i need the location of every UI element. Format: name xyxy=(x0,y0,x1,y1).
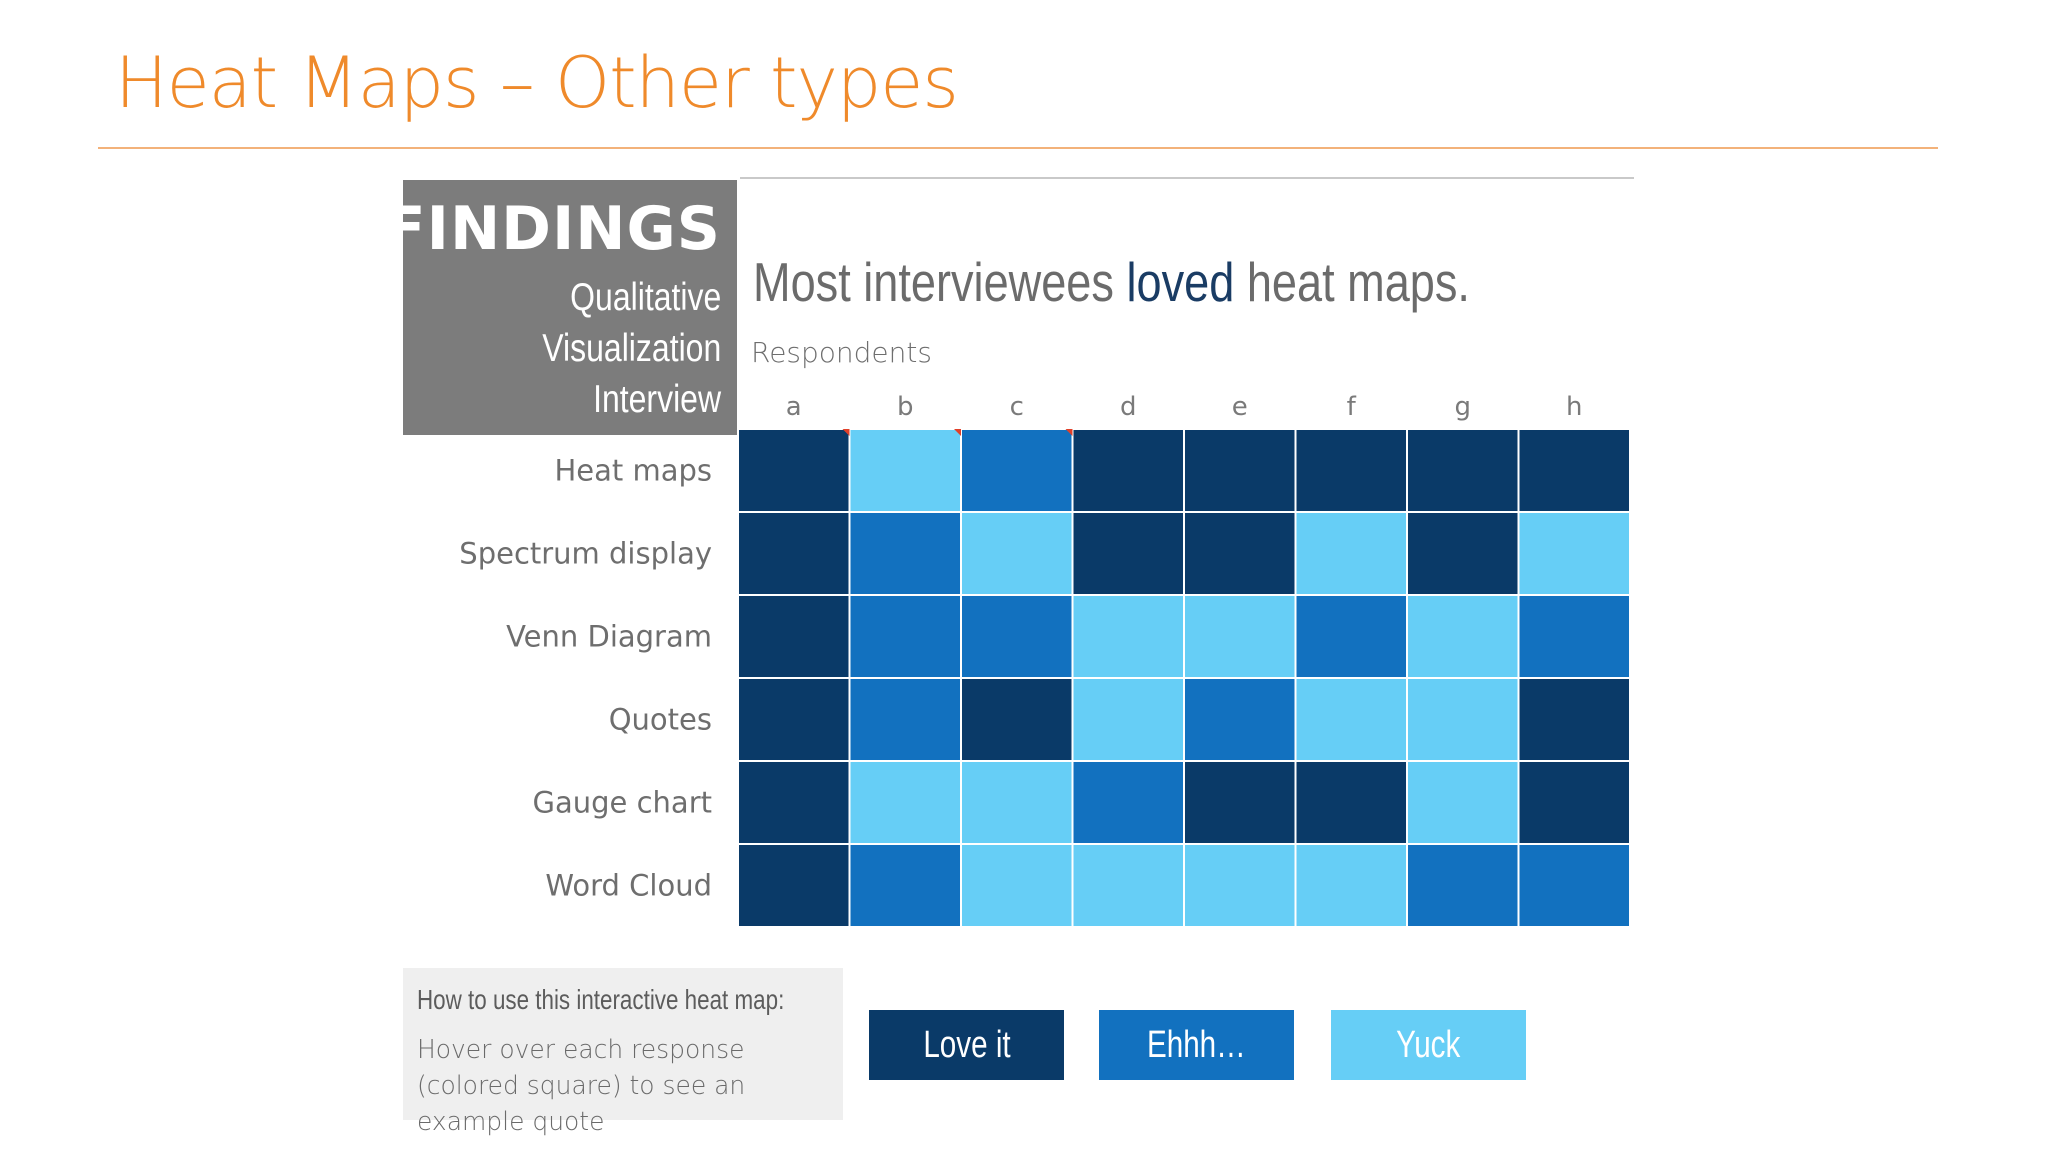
corner-marker xyxy=(842,429,850,436)
findings-panel: FINDINGS Qualitative Visualization Inter… xyxy=(385,180,737,435)
legend-yuck-button[interactable]: Yuck xyxy=(1331,1010,1526,1080)
heatmap-cell-quotes-g[interactable] xyxy=(1408,679,1518,760)
findings-title: FINDINGS xyxy=(384,194,721,264)
heatmap-cell-quotes-c[interactable] xyxy=(962,679,1072,760)
x-tick-b: b xyxy=(897,392,914,422)
heatmap-cell-venn-diagram-f[interactable] xyxy=(1296,596,1407,677)
x-tick-f: f xyxy=(1347,392,1357,422)
heatmap-cell-heat-maps-g[interactable] xyxy=(1408,430,1518,511)
heatmap-cell-gauge-chart-h[interactable] xyxy=(1519,762,1630,843)
heatmap-cell-heat-maps-a[interactable] xyxy=(739,430,849,511)
y-tick-word-cloud: Word Cloud xyxy=(545,869,712,903)
heatmap-cell-heat-maps-b[interactable] xyxy=(850,430,961,511)
heatmap-cell-word-cloud-a[interactable] xyxy=(739,845,849,926)
heatmap-cell-word-cloud-d[interactable] xyxy=(1073,845,1184,926)
heatmap-cell-heat-maps-e[interactable] xyxy=(1185,430,1295,511)
instructions-heading: How to use this interactive heat map: xyxy=(417,984,785,1015)
heading-prefix: Most interviewees xyxy=(753,251,1127,313)
y-tick-spectrum-display: Spectrum display xyxy=(459,537,712,571)
legend-ehhh-button[interactable]: Ehhh… xyxy=(1099,1010,1294,1080)
heatmap-cell-gauge-chart-e[interactable] xyxy=(1185,762,1295,843)
heatmap-cell-spectrum-display-e[interactable] xyxy=(1185,513,1295,594)
slide-title: Heat Maps – Other types xyxy=(115,42,959,124)
heading-suffix: heat maps. xyxy=(1234,251,1470,313)
heatmap-cell-venn-diagram-c[interactable] xyxy=(962,596,1072,677)
x-tick-a: a xyxy=(786,392,802,422)
heatmap-cell-heat-maps-d[interactable] xyxy=(1073,430,1184,511)
heatmap-cell-venn-diagram-e[interactable] xyxy=(1185,596,1295,677)
heading-emphasis: loved xyxy=(1126,251,1235,313)
heatmap-cell-gauge-chart-d[interactable] xyxy=(1073,762,1184,843)
legend-ehhh-label: Ehhh… xyxy=(1147,1023,1246,1066)
heatmap-cell-gauge-chart-f[interactable] xyxy=(1296,762,1407,843)
legend-yuck-label: Yuck xyxy=(1396,1023,1461,1066)
legend-love-it-label: Love it xyxy=(922,1023,1011,1066)
heatmap-cell-heat-maps-f[interactable] xyxy=(1296,430,1407,511)
heatmap-cell-word-cloud-g[interactable] xyxy=(1408,845,1518,926)
heatmap-cell-venn-diagram-a[interactable] xyxy=(739,596,849,677)
heatmap-cell-spectrum-display-g[interactable] xyxy=(1408,513,1518,594)
heatmap-cell-venn-diagram-b[interactable] xyxy=(850,596,961,677)
heatmap-cell-spectrum-display-h[interactable] xyxy=(1519,513,1630,594)
heatmap-cell-quotes-f[interactable] xyxy=(1296,679,1407,760)
x-axis-label: Respondents xyxy=(751,336,932,369)
findings-subtitle-line-3: Interview xyxy=(593,378,721,421)
legend-love-it-button[interactable]: Love it xyxy=(869,1010,1064,1080)
heatmap-cell-word-cloud-b[interactable] xyxy=(850,845,961,926)
corner-marker xyxy=(1065,429,1073,436)
findings-subtitle-line-2: Visualization xyxy=(542,327,721,370)
heatmap-cell-word-cloud-e[interactable] xyxy=(1185,845,1295,926)
heatmap-cell-gauge-chart-a[interactable] xyxy=(739,762,849,843)
heatmap-cell-word-cloud-f[interactable] xyxy=(1296,845,1407,926)
heatmap-cell-gauge-chart-g[interactable] xyxy=(1408,762,1518,843)
chart-top-rule xyxy=(740,177,1634,179)
heatmap-cell-heat-maps-h[interactable] xyxy=(1519,430,1630,511)
y-tick-gauge-chart: Gauge chart xyxy=(533,786,712,820)
heatmap-cell-spectrum-display-a[interactable] xyxy=(739,513,849,594)
x-tick-c: c xyxy=(1010,392,1024,422)
x-tick-h: h xyxy=(1566,392,1582,422)
heatmap-cell-venn-diagram-d[interactable] xyxy=(1073,596,1184,677)
heatmap-cell-gauge-chart-c[interactable] xyxy=(962,762,1072,843)
heatmap-cell-venn-diagram-g[interactable] xyxy=(1408,596,1518,677)
instructions-text: Hover over each response (colored square… xyxy=(417,1035,746,1137)
x-tick-g: g xyxy=(1454,392,1471,422)
heatmap-cell-spectrum-display-f[interactable] xyxy=(1296,513,1407,594)
y-tick-venn-diagram: Venn Diagram xyxy=(506,620,712,654)
y-tick-quotes: Quotes xyxy=(609,703,712,737)
heatmap-cell-spectrum-display-d[interactable] xyxy=(1073,513,1184,594)
corner-marker xyxy=(954,429,961,436)
heatmap-cell-spectrum-display-c[interactable] xyxy=(962,513,1072,594)
heatmap-cell-quotes-a[interactable] xyxy=(739,679,849,760)
instructions-panel: How to use this interactive heat map: Ho… xyxy=(403,968,843,1137)
heatmap-cell-quotes-e[interactable] xyxy=(1185,679,1295,760)
title-divider xyxy=(98,147,1938,149)
heatmap-cell-spectrum-display-b[interactable] xyxy=(850,513,961,594)
chart-heading: Most interviewees loved heat maps. xyxy=(753,250,1470,314)
heatmap-cell-venn-diagram-h[interactable] xyxy=(1519,596,1630,677)
heatmap-cell-quotes-d[interactable] xyxy=(1073,679,1184,760)
heatmap-cell-quotes-h[interactable] xyxy=(1519,679,1630,760)
heatmap-cell-heat-maps-c[interactable] xyxy=(962,430,1072,511)
x-tick-e: e xyxy=(1232,392,1248,422)
x-tick-d: d xyxy=(1120,392,1137,422)
heatmap-cell-gauge-chart-b[interactable] xyxy=(850,762,961,843)
heatmap-cell-word-cloud-h[interactable] xyxy=(1519,845,1630,926)
findings-subtitle-line-1: Qualitative xyxy=(569,276,721,319)
heatmap-cell-quotes-b[interactable] xyxy=(850,679,961,760)
heatmap-cell-word-cloud-c[interactable] xyxy=(962,845,1072,926)
y-tick-heat-maps: Heat maps xyxy=(554,454,712,488)
